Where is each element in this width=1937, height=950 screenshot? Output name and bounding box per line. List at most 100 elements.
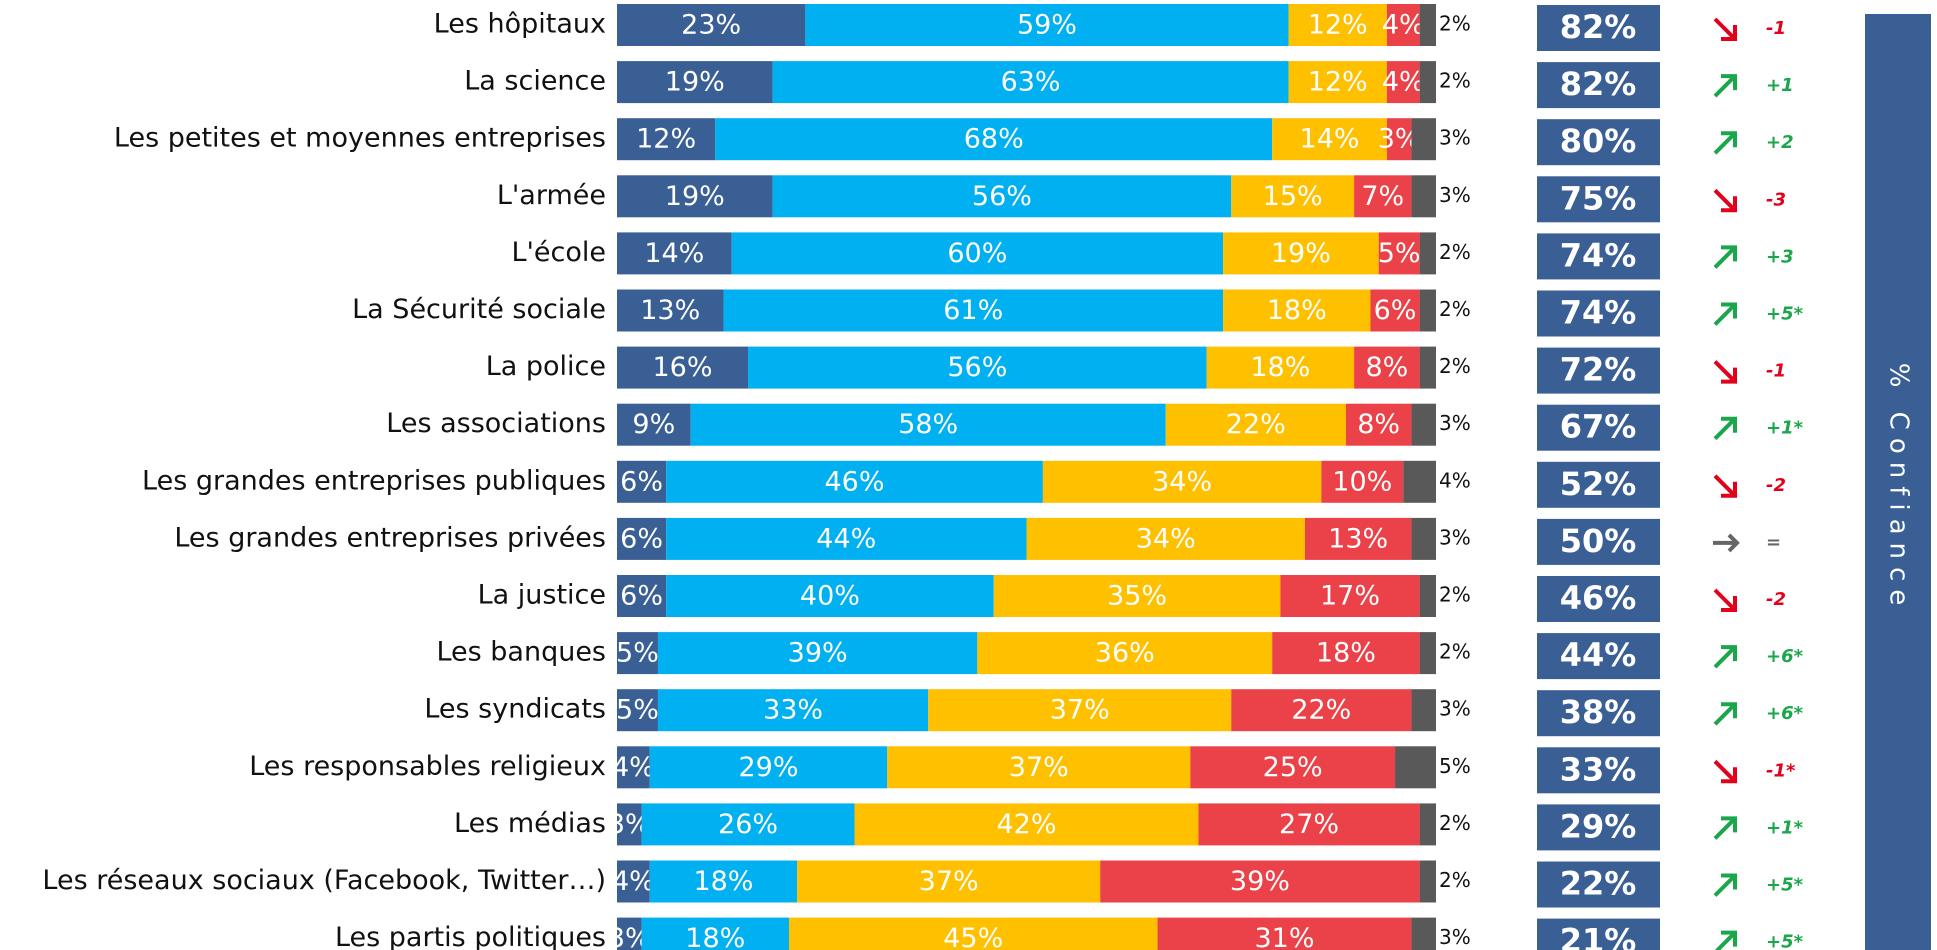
bar-segment [666,517,1027,560]
segment-label: 26% [718,809,778,840]
trend-label: +6* [1766,703,1804,724]
segment-label: 61% [943,295,1003,326]
trend-label: -1 [1766,361,1786,382]
bar-segment [617,746,650,789]
category-label: Les petites et moyennes entreprises [114,123,606,154]
bar-segment [1411,118,1436,161]
bar-segment [617,175,773,218]
category-label: L'armée [497,180,606,211]
confidence-box [1537,347,1660,394]
segment-label: 15% [1263,181,1323,212]
trend-arrow [1713,17,1737,41]
bar-segment [1231,689,1412,732]
segment-label: 68% [964,124,1024,155]
trend-arrow [1713,416,1737,441]
bar-segment [854,803,1199,846]
bar-segment [617,289,724,332]
segment-label: 63% [1001,67,1061,98]
segment-label: 2% [1439,583,1471,607]
bar-segment [617,575,667,617]
segment-label: 5% [616,695,659,726]
trend-label: = [1766,532,1781,553]
segment-label: 19% [665,181,725,212]
bar-segment [617,232,732,275]
bar-segment [657,632,978,675]
segment-label: 34% [1152,466,1212,497]
confidence-box [1537,119,1660,166]
trend-label: +1* [1766,418,1804,439]
segment-label: 39% [788,638,848,669]
bar-segment [1198,803,1420,846]
segment-label: 34% [1136,523,1196,554]
bar-segment [690,403,1166,446]
bar-segment [748,346,1207,389]
segment-label: 23% [681,10,741,41]
bar-segment [1419,803,1436,846]
confidence-box [1537,5,1660,51]
segment-label: 12% [1308,10,1368,41]
confidence-label: 50% [1560,522,1637,560]
confidence-box [1537,633,1660,680]
confidence-band [1865,14,1931,950]
category-label: Les grandes entreprises privées [174,522,606,553]
bar-segment [666,460,1043,503]
bar-segment [805,4,1289,46]
trend-label: +6* [1766,646,1804,667]
segment-label: 4% [1439,468,1471,492]
segment-label: 9% [632,409,675,440]
trend-label: -1 [1766,18,1786,39]
bar-segment [1419,860,1436,903]
segment-label: 22% [1226,409,1286,440]
bar-segment [715,118,1273,161]
trend-label: -3 [1766,189,1786,210]
confidence-box [1537,518,1660,565]
segment-label: 13% [640,295,700,326]
bar-segment [1386,61,1420,104]
segment-label: 39% [1230,866,1290,897]
confidence-box [1537,747,1660,794]
bar-segment [617,689,658,732]
bar-segment [666,575,994,617]
bar-segment [788,917,1158,950]
segment-label: 18% [1267,295,1327,326]
bar-segment [1157,917,1412,950]
segment-label: 16% [653,352,713,383]
confidence-label: 29% [1560,807,1637,845]
bar-segment [1042,460,1322,503]
bar-segment [617,4,806,46]
trend-arrow [1713,816,1737,840]
confidence-label: 33% [1560,750,1637,788]
bar-segment [1419,61,1436,104]
segment-label: 58% [898,409,958,440]
bar-segment [617,118,716,161]
trend-label: +5* [1766,875,1804,896]
bar-segment [1304,517,1412,560]
segment-label: 31% [1254,923,1314,950]
trend-label: -2 [1766,589,1786,610]
segment-label: 59% [1017,10,1077,41]
segment-label: 4% [612,752,655,783]
segment-label: 6% [620,581,663,612]
segment-label: 14% [1300,124,1360,155]
confidence-label: 46% [1560,579,1637,617]
segment-label: 60% [947,238,1007,269]
bar-segment [1419,289,1436,332]
confidence-box [1537,918,1660,950]
segment-label: 7% [1361,181,1404,212]
bar-segment [1370,289,1420,332]
segment-label: 4% [612,866,655,897]
segment-label: 37% [1050,695,1110,726]
category-label: La justice [478,580,606,611]
bar-segment [1419,232,1436,275]
confidence-label: 44% [1560,636,1637,674]
segment-label: 18% [1316,638,1376,669]
bar-segment [1411,517,1436,560]
bar-segment [772,61,1289,104]
category-label: Les grandes entreprises publiques [142,465,606,496]
confidence-box [1537,804,1660,851]
segment-label: 5% [1439,754,1471,778]
segment-label: 5% [616,638,659,669]
bar-segment [617,346,749,389]
segment-label: 18% [1250,352,1310,383]
